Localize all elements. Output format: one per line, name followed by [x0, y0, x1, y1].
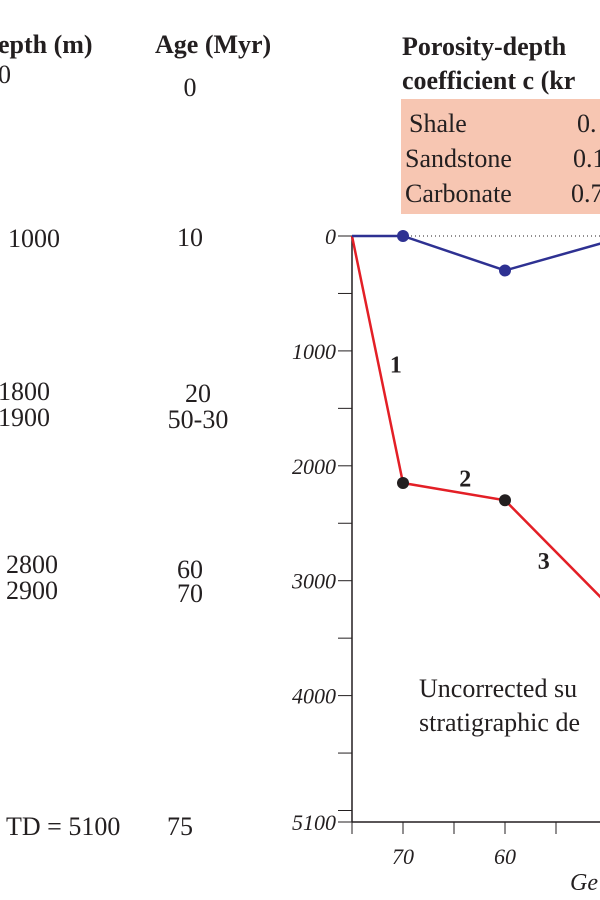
depth-value-2900: 2900 — [6, 576, 58, 605]
series-point-0 — [397, 477, 409, 490]
depth-value-1000: 1000 — [8, 224, 60, 253]
y-tick-label: 1000 — [292, 339, 336, 364]
legend-title-line2: coefficient c (kr — [402, 66, 576, 95]
age-value-60: 60 — [177, 555, 203, 584]
y-tick-label: 2000 — [292, 454, 336, 479]
series-point-1 — [499, 264, 511, 277]
legend-label-carbonate: Carbonate — [405, 179, 512, 208]
annotation-line2: stratigraphic de — [419, 708, 580, 737]
depth-value-2800: 2800 — [6, 550, 58, 579]
age-value-75: 75 — [167, 812, 193, 841]
legend-title-line1: Porosity-depth — [402, 32, 567, 61]
age-value-20: 20 — [185, 379, 211, 408]
depth-column-header: epth (m) — [0, 30, 93, 59]
y-tick-label: 5100 — [292, 810, 336, 835]
y-tick-label: 4000 — [292, 684, 336, 709]
depth-value-1800: 1800 — [0, 377, 50, 406]
series-line-1 — [352, 234, 600, 272]
depth-value-1900: 1900 — [0, 403, 50, 432]
legend-label-sandstone: Sandstone — [405, 144, 512, 173]
age-value-0: 0 — [183, 73, 197, 102]
x-tick-label: 60 — [494, 844, 516, 869]
segment-label: 3 — [538, 549, 550, 575]
y-tick-label: 0 — [325, 224, 336, 249]
age-value-50-30: 50-30 — [167, 405, 229, 434]
segment-label: 1 — [390, 353, 402, 379]
depth-value-0: 0 — [0, 60, 11, 89]
age-value-70: 70 — [177, 579, 203, 608]
series-point-0 — [499, 494, 511, 507]
series-line-0 — [350, 235, 600, 599]
x-tick-label: 70 — [392, 844, 414, 869]
legend-value-sandstone: 0.1 — [573, 144, 600, 173]
age-value-10: 10 — [177, 223, 203, 252]
x-axis-title: Ge — [570, 870, 598, 896]
porosity-coefficient-table: Shale 0. Sandstone 0.1 Carbonate 0.7 — [401, 99, 600, 214]
legend-value-carbonate: 0.7 — [571, 179, 600, 208]
series-point-1 — [397, 230, 409, 242]
legend-label-shale: Shale — [409, 109, 467, 138]
depth-value-td: TD = 5100 — [6, 812, 121, 841]
legend-value-shale: 0. — [577, 109, 597, 138]
segment-label: 2 — [459, 466, 471, 492]
y-tick-label: 3000 — [291, 569, 336, 594]
annotation-line1: Uncorrected su — [419, 674, 578, 703]
age-column-header: Age (Myr) — [155, 30, 272, 59]
